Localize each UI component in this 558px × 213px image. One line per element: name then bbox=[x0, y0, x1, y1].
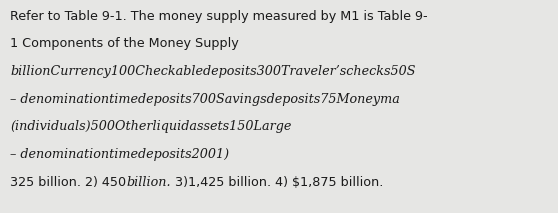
Text: billionCurrency100Checkabledeposits300Traveler’schecks50S: billionCurrency100Checkabledeposits300Tr… bbox=[10, 65, 416, 78]
Text: 325 billion. 2) 450: 325 billion. 2) 450 bbox=[10, 176, 126, 189]
Text: (individuals)500Otherliquidassets150Large: (individuals)500Otherliquidassets150Larg… bbox=[10, 120, 291, 133]
Text: billion.: billion. bbox=[126, 176, 171, 189]
Text: – denominationtimedeposits700Savingsdeposits75Moneyma: – denominationtimedeposits700Savingsdepo… bbox=[10, 93, 400, 106]
Text: Refer to Table 9-1. The money supply measured by M1 is Table 9-: Refer to Table 9-1. The money supply mea… bbox=[10, 10, 427, 23]
Text: 1 Components of the Money Supply: 1 Components of the Money Supply bbox=[10, 37, 239, 50]
Text: 3)1,425 billion. 4) $1,875 billion.: 3)1,425 billion. 4) $1,875 billion. bbox=[171, 176, 383, 189]
Text: – denominationtimedeposits2001): – denominationtimedeposits2001) bbox=[10, 148, 229, 161]
